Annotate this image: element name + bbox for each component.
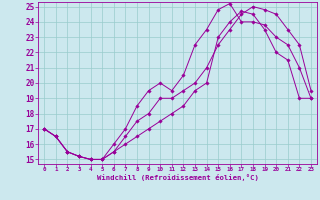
X-axis label: Windchill (Refroidissement éolien,°C): Windchill (Refroidissement éolien,°C) [97, 174, 259, 181]
